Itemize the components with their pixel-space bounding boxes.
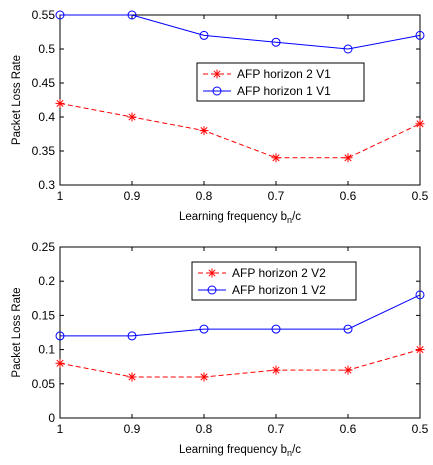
legend-marker bbox=[207, 285, 217, 295]
data-point-d2 bbox=[128, 113, 136, 121]
x-tick-label: 1 bbox=[57, 422, 64, 436]
legend-marker bbox=[212, 69, 222, 79]
x-tick-label: 0.8 bbox=[196, 422, 213, 436]
data-point-d2 bbox=[416, 346, 424, 354]
data-point bbox=[127, 331, 137, 341]
legend-label: AFP horizon 2 V2 bbox=[232, 266, 326, 280]
legend-marker bbox=[212, 86, 222, 96]
data-point bbox=[415, 345, 425, 355]
x-tick-label: 0.7 bbox=[268, 189, 285, 203]
y-tick-label: 0.25 bbox=[32, 240, 56, 254]
series-line bbox=[60, 294, 421, 337]
x-tick-label: 0.7 bbox=[268, 422, 285, 436]
data-point-d2 bbox=[416, 120, 424, 128]
data-point bbox=[199, 324, 209, 334]
series-1 bbox=[55, 98, 425, 163]
x-tick-label: 0.9 bbox=[124, 189, 141, 203]
series-2 bbox=[55, 10, 425, 54]
legend-marker bbox=[207, 268, 217, 278]
x-tick-label: 0.9 bbox=[124, 422, 141, 436]
data-point-d2 bbox=[56, 99, 64, 107]
data-point bbox=[127, 372, 137, 382]
data-point bbox=[199, 30, 209, 40]
y-axis-label: Packet Loss Rate bbox=[11, 55, 23, 145]
y-tick-label: 0.5 bbox=[38, 42, 55, 56]
data-point-d2 bbox=[56, 359, 64, 367]
data-point-d2 bbox=[344, 154, 352, 162]
series-line bbox=[59, 102, 421, 159]
legend-label: AFP horizon 2 V1 bbox=[237, 67, 331, 81]
y-tick-label: 0.3 bbox=[38, 178, 55, 192]
data-point-d2 bbox=[272, 366, 280, 374]
legend-box bbox=[191, 261, 357, 301]
y-tick-label: 0.1 bbox=[38, 343, 55, 357]
x-tick-label: 0.5 bbox=[412, 189, 429, 203]
data-point bbox=[55, 331, 65, 341]
series-1 bbox=[55, 345, 425, 382]
data-point-d2 bbox=[344, 366, 352, 374]
data-point-d2 bbox=[272, 154, 280, 162]
x-tick-label: 1 bbox=[57, 189, 64, 203]
data-point bbox=[271, 365, 281, 375]
data-point bbox=[199, 126, 209, 136]
legend-box bbox=[196, 62, 365, 102]
y-axis-label: Packet Loss Rate bbox=[11, 287, 23, 377]
y-tick-label: 0.15 bbox=[32, 308, 56, 322]
data-point bbox=[199, 372, 209, 382]
x-tick-label: 0.8 bbox=[196, 189, 213, 203]
data-point bbox=[415, 30, 425, 40]
data-point-d2 bbox=[200, 127, 208, 135]
data-point bbox=[55, 98, 65, 108]
data-point bbox=[343, 324, 353, 334]
legend: AFP horizon 2 V2 AFP horizon 1 V2 bbox=[191, 261, 357, 301]
y-tick-label: 0.2 bbox=[38, 274, 55, 288]
data-point bbox=[127, 112, 137, 122]
data-point bbox=[343, 365, 353, 375]
data-point bbox=[343, 44, 353, 54]
series-line bbox=[60, 14, 421, 50]
data-point bbox=[271, 37, 281, 47]
legend-label: AFP horizon 1 V2 bbox=[232, 283, 326, 297]
x-tick-label: 0.6 bbox=[340, 189, 357, 203]
chart-1: 1 0.9 0.8 0.7 0.6 0.5 0.3 0.35 0.4 0.45 0.5 0.55 Lea… bbox=[11, 8, 429, 225]
y-tick-label: 0.05 bbox=[32, 377, 56, 391]
data-point bbox=[271, 324, 281, 334]
data-point bbox=[55, 358, 65, 368]
y-tick-label: 0.4 bbox=[38, 110, 55, 124]
y-tick-label: 0.35 bbox=[32, 144, 56, 158]
x-axis-label: Learning frequency bn/c bbox=[179, 444, 301, 458]
legend: AFP horizon 2 V1 AFP horizon 1 V1 bbox=[196, 62, 365, 102]
legend-label: AFP horizon 1 V1 bbox=[237, 84, 331, 98]
y-tick-label: 0.55 bbox=[32, 8, 56, 22]
data-point bbox=[55, 10, 65, 20]
x-tick-label: 0.5 bbox=[412, 422, 429, 436]
x-tick-label: 0.6 bbox=[340, 422, 357, 436]
series-2 bbox=[55, 290, 425, 341]
legend-marker-d2 bbox=[213, 70, 221, 78]
data-point bbox=[415, 119, 425, 129]
data-point-d2 bbox=[200, 373, 208, 381]
legend-marker-d2 bbox=[208, 269, 216, 277]
data-point-d2 bbox=[128, 373, 136, 381]
data-point bbox=[415, 290, 425, 300]
y-tick-label: 0.45 bbox=[32, 76, 56, 90]
data-point bbox=[343, 153, 353, 163]
data-point bbox=[127, 10, 137, 20]
data-point bbox=[271, 153, 281, 163]
x-axis-label: Learning frequency bn/c bbox=[179, 211, 301, 225]
y-tick-label: 0 bbox=[48, 411, 55, 425]
chart-2: 1 0.9 0.8 0.7 0.6 0.5 0 0.05 0.1 0.15 0.2 0.25 Learn… bbox=[11, 240, 429, 458]
